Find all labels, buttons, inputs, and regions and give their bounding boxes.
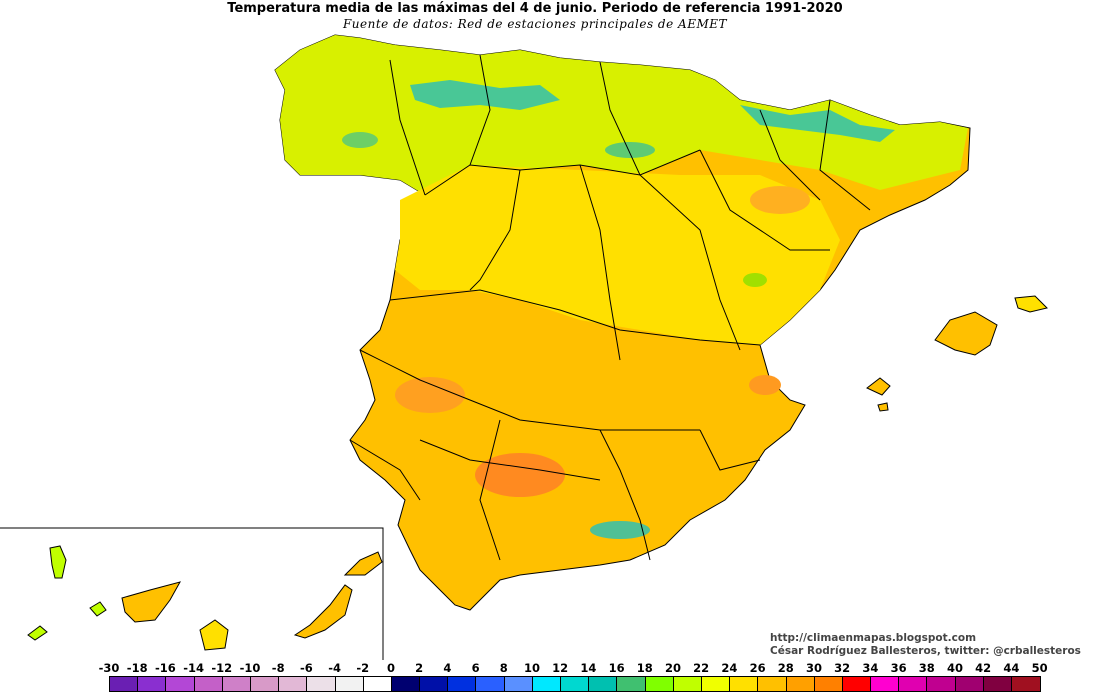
legend-tick: -16 [155, 661, 176, 675]
legend-swatch [589, 677, 618, 691]
ebro-hot-zone [750, 186, 810, 214]
la-palma [49, 545, 67, 579]
guadalquivir-hot-zone [475, 453, 565, 497]
map-title: Temperatura media de las máximas del 4 d… [227, 1, 843, 16]
canary-inset-frame [0, 527, 384, 660]
region-boundaries [349, 54, 871, 561]
legend-swatch [842, 677, 872, 691]
sierra-nevada [590, 521, 650, 539]
legend-tick: 26 [749, 661, 766, 675]
galicia-cool [342, 132, 378, 148]
legend-color-bar [109, 676, 1042, 692]
legend-tick: 18 [636, 661, 653, 675]
legend-swatch [983, 677, 1012, 691]
legend-tick: -18 [126, 661, 148, 675]
temperature-map [0, 34, 1048, 660]
legend-tick: -4 [328, 661, 341, 675]
legend-swatch [279, 677, 308, 691]
tenerife [121, 581, 182, 623]
legend-tick: 8 [499, 661, 508, 675]
legend-swatch [899, 677, 928, 691]
legend-swatch [307, 677, 336, 691]
legend-swatch [194, 677, 223, 691]
legend-swatch [617, 677, 646, 691]
legend-swatch [166, 677, 195, 691]
legend-swatch [363, 677, 392, 691]
legend-tick: 6 [471, 661, 480, 675]
guadiana-hot-zone [395, 377, 465, 413]
gran-canaria [199, 619, 229, 651]
legend-swatch [730, 677, 759, 691]
iberian-system [605, 142, 655, 158]
legend-swatch [391, 677, 421, 691]
legend-tick: 40 [946, 661, 964, 675]
legend-tick: -10 [239, 661, 261, 675]
map-subtitle: Fuente de datos: Red de estaciones princ… [342, 17, 728, 31]
legend-swatch [758, 677, 787, 691]
pyrenees [740, 105, 895, 142]
legend-tick: 16 [608, 661, 625, 675]
legend-tick: 28 [777, 661, 794, 675]
fuerteventura [293, 584, 353, 639]
legend-tick: -6 [300, 661, 313, 675]
legend-tick: 0 [386, 661, 396, 675]
central-plateau [395, 165, 840, 345]
legend-tick: 38 [918, 661, 935, 675]
legend-swatch [138, 677, 167, 691]
legend-tick: -2 [356, 661, 370, 675]
legend-tick: 22 [693, 661, 710, 675]
legend-swatch [335, 677, 364, 691]
legend-tick: 44 [1003, 661, 1020, 675]
legend-tick: 34 [862, 661, 879, 675]
menorca [1014, 295, 1048, 313]
legend-tick: 12 [552, 661, 569, 675]
legend-swatch [673, 677, 702, 691]
mallorca [934, 311, 998, 356]
legend-swatch [250, 677, 280, 691]
legend-tick: -12 [211, 661, 233, 675]
legend-tick: -30 [98, 661, 120, 675]
legend-swatch [448, 677, 477, 691]
legend-swatch [504, 677, 533, 691]
legend-tick: -14 [183, 661, 204, 675]
legend-swatch [222, 677, 251, 691]
legend-tick: 30 [805, 661, 823, 675]
legend-swatch [814, 677, 843, 691]
formentera [877, 402, 889, 412]
legend-swatch [476, 677, 505, 691]
teruel-cool [743, 273, 767, 287]
legend-tick: 4 [443, 661, 452, 675]
legend-swatch [927, 677, 956, 691]
legend-swatch [786, 677, 815, 691]
legend-tick: 24 [721, 661, 738, 675]
legend-swatch [561, 677, 590, 691]
legend-tick: -8 [271, 661, 285, 675]
el-hierro [27, 625, 48, 641]
credit-blog: http://climaenmapas.blogspot.com [770, 632, 977, 644]
legend-swatch [955, 677, 984, 691]
north-cool-zone [275, 35, 968, 195]
lanzarote [343, 551, 383, 576]
legend-tick: 42 [975, 661, 992, 675]
legend-swatch [871, 677, 900, 691]
legend-tick: 20 [664, 661, 682, 675]
la-gomera [89, 601, 107, 617]
legend-tick: 50 [1031, 661, 1048, 675]
legend-swatch [1012, 677, 1041, 691]
legend-swatch [645, 677, 674, 691]
legend-tick: 2 [415, 661, 424, 675]
legend-swatch [701, 677, 731, 691]
legend-tick-labels: -30 -18 -16 -14 -12 -10 -8 -6 -4 -2 0 2 4 6 8 10 12 14 16 1… [0, 661, 1098, 675]
credit-author: César Rodríguez Ballesteros, twitter: @c… [770, 645, 1081, 657]
cantabrian-mountains [410, 80, 560, 110]
legend-swatch [110, 677, 139, 691]
ibiza [866, 377, 891, 396]
legend-swatch [532, 677, 561, 691]
legend-tick: 36 [890, 661, 907, 675]
levante-hot-zone [749, 375, 781, 395]
legend-tick: 14 [580, 661, 597, 675]
legend-tick: 32 [834, 661, 851, 675]
legend-tick: 10 [523, 661, 541, 675]
legend-swatch [420, 677, 449, 691]
